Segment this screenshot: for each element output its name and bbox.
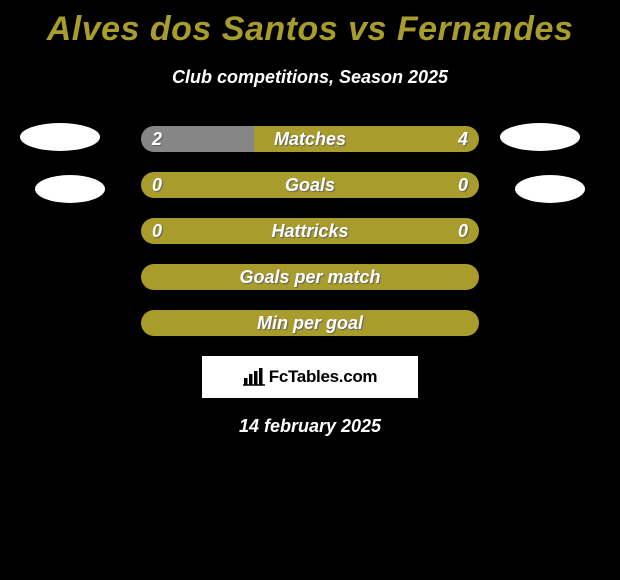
stat-label: Goals per match xyxy=(141,264,479,290)
stat-row: Goals per match xyxy=(0,264,620,292)
stat-label: Hattricks xyxy=(141,218,479,244)
stat-value-right: 4 xyxy=(458,126,468,152)
subtitle: Club competitions, Season 2025 xyxy=(0,67,620,88)
stat-row: Goals0 0 xyxy=(0,172,620,200)
logo-box: FcTables.com xyxy=(202,356,418,398)
rows-host: Matches24Goals00Hattricks00Goals per mat… xyxy=(0,126,620,338)
stat-value-left: 0 xyxy=(152,172,162,198)
stat-row: Matches2 4 xyxy=(0,126,620,154)
date-text: 14 february 2025 xyxy=(0,416,620,437)
stat-row: Min per goal xyxy=(0,310,620,338)
stat-label: Goals xyxy=(141,172,479,198)
fctables-logo: FcTables.com xyxy=(243,367,378,387)
stat-label: Min per goal xyxy=(141,310,479,336)
stat-value-right: 0 xyxy=(458,172,468,198)
stat-value-left: 0 xyxy=(152,218,162,244)
logo-text: FcTables.com xyxy=(269,367,378,387)
page-title: Alves dos Santos vs Fernandes xyxy=(0,0,620,49)
chart-bars-icon xyxy=(243,368,265,386)
stat-label: Matches xyxy=(141,126,479,152)
stat-value-left: 2 xyxy=(152,126,162,152)
stat-value-right: 0 xyxy=(458,218,468,244)
stat-row: Hattricks0 0 xyxy=(0,218,620,246)
